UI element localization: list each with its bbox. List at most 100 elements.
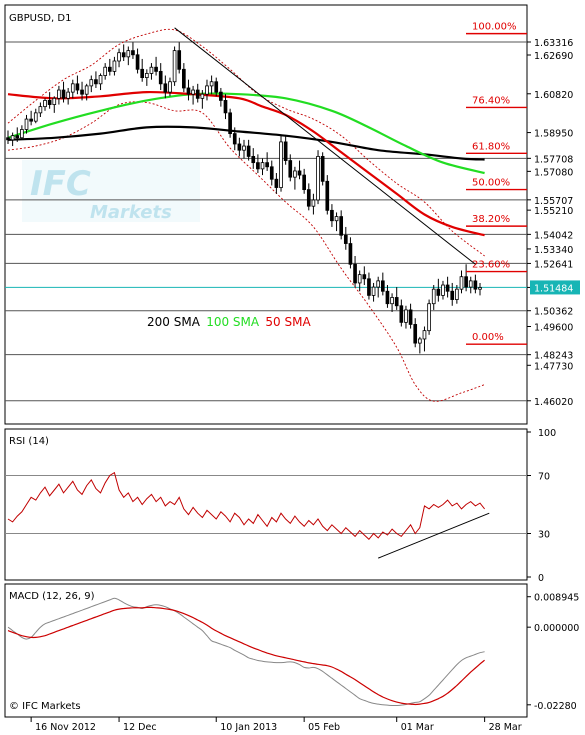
candle [140,58,145,82]
candle [47,92,52,109]
candle [260,158,265,176]
candle [464,264,468,292]
candle [172,46,177,86]
bollinger-lower [7,101,485,402]
candle [163,75,168,99]
candle-body [464,276,468,288]
candle-body [10,135,15,141]
candle-body [177,50,182,70]
candle [182,63,186,93]
candle-body [413,324,418,344]
y-tick-label: 1.60820 [534,90,573,101]
candle [320,152,325,186]
y-tick-label: 1.53340 [534,245,573,256]
candle-body [445,284,450,292]
candle-body [302,174,306,191]
macd-title: MACD (12, 26, 9) [9,591,95,602]
candle-body [15,135,20,139]
candle [348,237,353,269]
x-tick-label: 01 Mar [401,722,434,733]
candle [468,276,473,294]
macd-signal-line [7,606,485,706]
candle-body [61,89,66,99]
sma-200-line [7,125,485,161]
candle [107,58,112,76]
candle-body [228,112,232,135]
candle-body [441,284,445,296]
candle [251,148,256,169]
candle-body [293,170,297,178]
candle [288,154,293,182]
y-tick-label: 1.52641 [534,259,573,270]
candle [404,305,408,329]
candle-body [75,83,80,91]
candle [98,73,103,91]
candle-body [38,106,43,114]
candle [186,79,191,101]
legend-entry: 200 SMA [147,315,201,329]
x-tick-label: 10 Jan 2013 [220,722,277,733]
candle [209,75,214,95]
fibonacci-labels: 100.00% 76.40% 61.80% 50.00% 38.20% 23.60% 0.0… [466,22,527,345]
fib-label: 0.00% [472,332,504,343]
candle-body [232,133,237,145]
candle-body [371,286,376,296]
candle-body [385,290,390,305]
candle [70,79,75,99]
candle [422,326,427,352]
candle [242,139,246,159]
rsi-trendline [378,512,490,559]
candle-body [195,89,200,99]
rsi-panel: 0 30 70 100 [5,428,556,584]
horizontal-levels [5,41,527,402]
candle [84,83,89,101]
candle-body [70,83,75,93]
candle [228,108,232,138]
candle [455,285,459,304]
x-tick-label: 28 Mar [489,722,522,733]
fib-label: 61.80% [472,141,510,152]
candle [445,276,450,298]
candle-body [455,288,459,300]
candle-body [98,75,103,85]
rsi-title: RSI (14) [9,436,49,447]
candle-body [408,309,413,325]
candle [10,132,15,147]
x-axis: 16 Nov 2012 12 Dec 10 Jan 2013 05 Feb 01 Mar… [30,717,522,733]
candle [353,255,357,288]
sma-legend: 200 SMA 100 SMA 50 SMA [147,315,311,329]
macd-tick-label: -0.02280 [534,701,577,712]
candle [24,114,29,134]
watermark-box [22,160,200,222]
candle [29,110,33,126]
candle-body [168,81,172,93]
candle [394,287,399,310]
candle [334,212,339,232]
candle [450,282,455,306]
candle-body [269,166,274,180]
candle-body [43,100,47,108]
candle [246,139,251,161]
price-marker-label: 1.51484 [534,283,573,294]
candle-body [390,297,394,305]
candle-body [117,52,121,62]
y-tick-label: 1.50362 [534,307,573,318]
candle-body [29,118,33,122]
y-tick-label: 1.62690 [534,51,573,62]
candle-body [339,216,344,236]
candle-body [107,66,112,72]
price-marker-box [530,280,580,295]
watermark-markets: Markets [90,202,172,223]
candle-body [436,288,441,296]
candle-body [144,73,149,78]
candle-body [140,68,145,78]
current-price-marker: 1.51484 [530,280,580,295]
candle-body [223,100,228,114]
candle-body [260,162,265,170]
candle [376,276,381,298]
candle [15,127,20,142]
y-tick-label: 1.48243 [534,351,573,362]
candle [413,318,418,348]
candle [38,102,43,118]
panel-frame [4,583,528,718]
